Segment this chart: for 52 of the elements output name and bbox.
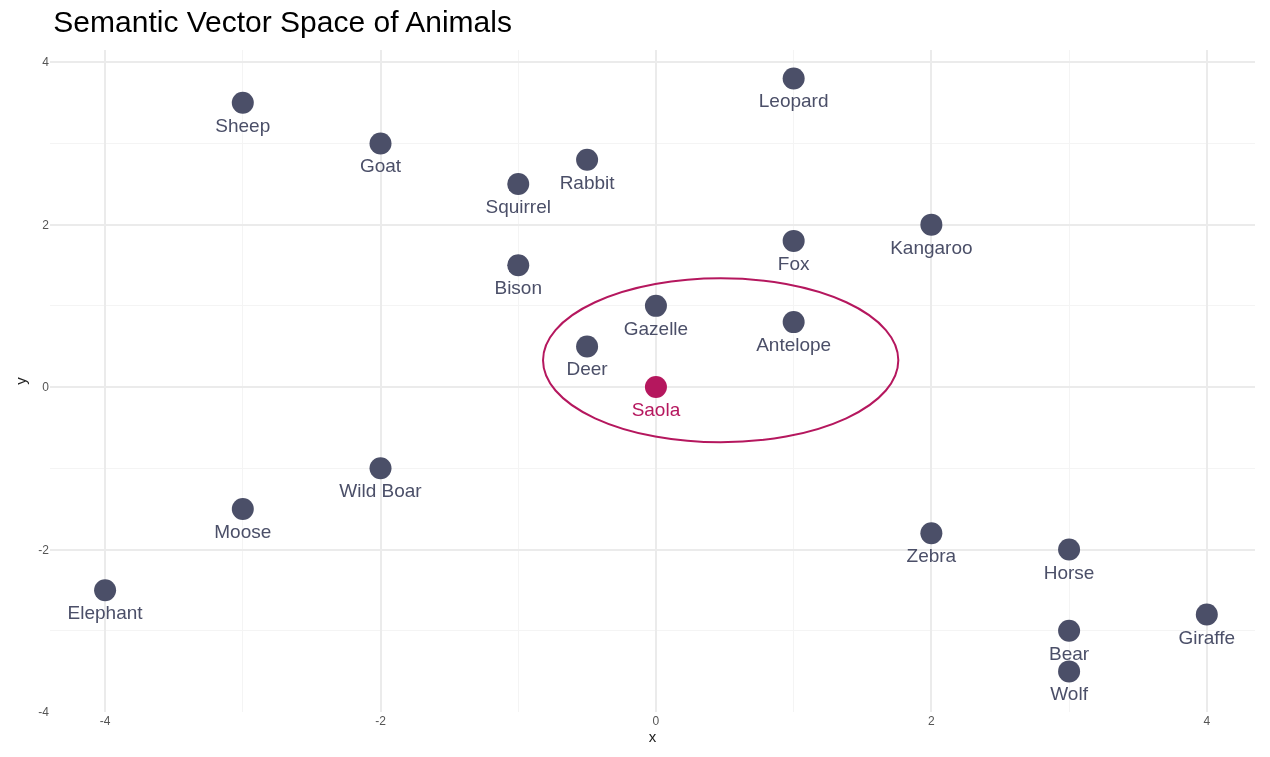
x-axis-title: x [648, 728, 657, 745]
data-label: Saola [631, 399, 681, 421]
y-tick-label: 2 [42, 217, 50, 232]
point [782, 229, 805, 252]
point [94, 579, 117, 602]
point [782, 311, 805, 334]
data-label: Zebra [906, 545, 957, 567]
data-label: Leopard [758, 90, 829, 112]
y-tick-label: 4 [42, 55, 50, 70]
point [1058, 619, 1081, 642]
y-tick-label: -2 [38, 542, 50, 557]
point [920, 522, 943, 545]
data-label: Kangaroo [890, 236, 973, 258]
point [1058, 660, 1081, 683]
data-label: Moose [214, 520, 272, 542]
data-label: Rabbit [559, 171, 616, 193]
point [782, 67, 805, 90]
point [1058, 538, 1081, 561]
data-label: Squirrel [485, 196, 551, 218]
point [920, 213, 943, 236]
point [1195, 603, 1218, 626]
x-tick-label: -2 [375, 714, 387, 728]
data-label: Antelope [756, 334, 832, 356]
data-label: Horse [1043, 561, 1095, 583]
data-label: Bear [1049, 642, 1090, 664]
data-label: Goat [359, 155, 402, 177]
data-label: Wolf [1050, 683, 1089, 705]
data-label: Sheep [215, 114, 271, 136]
data-label: Bison [494, 277, 542, 299]
y-axis-title: y [11, 376, 29, 385]
point [231, 91, 254, 114]
chart-title: Semantic Vector Space of Animals [53, 5, 512, 39]
point [644, 376, 667, 399]
point [369, 457, 392, 480]
point [369, 132, 392, 155]
x-tick-label: 4 [1203, 714, 1211, 728]
point [231, 497, 254, 520]
data-label: Fox [777, 252, 810, 274]
data-label: Deer [566, 358, 609, 380]
point [576, 335, 599, 358]
data-label: Elephant [67, 602, 144, 624]
data-label: Giraffe [1178, 626, 1236, 648]
point [644, 294, 667, 317]
x-tick-label: 0 [652, 714, 660, 728]
point [576, 148, 599, 171]
x-tick-label: -4 [99, 714, 111, 728]
x-tick-label: 2 [928, 714, 936, 728]
point [507, 173, 530, 196]
y-tick-label: 0 [42, 380, 50, 395]
data-label: Gazelle [623, 317, 689, 339]
point [507, 254, 530, 277]
data-label: Wild Boar [339, 480, 423, 502]
